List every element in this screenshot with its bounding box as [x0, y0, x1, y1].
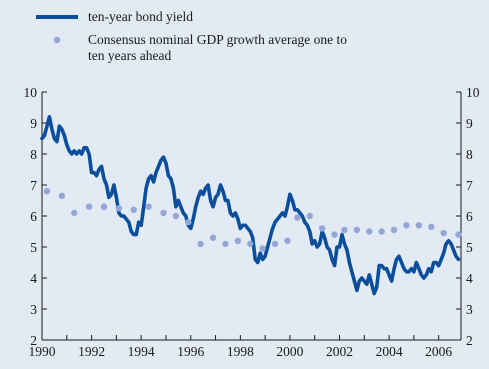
series-point-consensus-gdp: [353, 226, 361, 234]
series-point-consensus-gdp: [415, 222, 423, 229]
legend: ten-year bond yield Consensus nominal GD…: [36, 9, 347, 63]
x-tick-label: 1990: [29, 344, 56, 359]
plot-area: [40, 115, 462, 296]
tick-labels: 2 2 3 3 4 4 5 5 6 6 7 7 8 8 9 9 10 10 1990 1992 1994 1996 1998…: [24, 85, 480, 359]
series-point-consensus-gdp: [331, 231, 338, 238]
series-point-consensus-gdp: [85, 203, 93, 210]
series-point-consensus-gdp: [341, 226, 348, 234]
y-tick-label-right: 5: [466, 240, 473, 255]
series-point-consensus-gdp: [259, 245, 266, 252]
x-tick-label: 1996: [177, 344, 204, 359]
y-tick-label-right: 2: [466, 333, 473, 348]
x-tick-label: 2000: [276, 344, 303, 359]
series-point-consensus-gdp: [58, 192, 66, 200]
series-point-consensus-gdp: [271, 240, 279, 248]
y-tick-label-left: 7: [30, 178, 37, 193]
y-tick-label-left: 8: [30, 147, 37, 162]
series-point-consensus-gdp: [172, 212, 180, 220]
series-point-consensus-gdp: [234, 237, 242, 244]
series-point-consensus-gdp: [130, 206, 137, 213]
series-point-consensus-gdp: [306, 212, 313, 220]
series-point-consensus-gdp: [318, 225, 326, 232]
x-tick-label: 2004: [376, 344, 403, 359]
series-point-consensus-gdp: [115, 205, 123, 212]
x-tick-label: 2006: [425, 344, 452, 359]
series-point-consensus-gdp: [440, 229, 447, 237]
series-point-consensus-gdp: [100, 203, 108, 210]
y-tick-label-left: 4: [30, 271, 37, 286]
legend-swatch-consensus-gdp: [53, 36, 61, 44]
series-point-consensus-gdp: [403, 222, 410, 229]
x-tick-label: 1998: [227, 344, 254, 359]
series-point-consensus-gdp: [294, 214, 301, 221]
series-point-consensus-gdp: [197, 240, 204, 248]
y-tick-label-right: 7: [466, 178, 473, 193]
y-tick-label-left: 3: [30, 302, 37, 317]
y-tick-label-left: 9: [30, 116, 37, 131]
series-point-consensus-gdp: [378, 228, 385, 235]
series-point-consensus-gdp: [390, 226, 398, 234]
y-tick-label-right: 9: [466, 116, 473, 131]
x-tick-label: 2002: [326, 344, 353, 359]
series-point-consensus-gdp: [428, 223, 435, 231]
legend-label-bond-yield: ten-year bond yield: [88, 9, 193, 24]
y-tick-label-right: 10: [466, 85, 480, 100]
axes: [41, 92, 462, 341]
series-point-consensus-gdp: [209, 234, 217, 241]
series-point-consensus-gdp: [284, 237, 291, 244]
y-tick-label-right: 6: [466, 209, 473, 224]
series-point-consensus-gdp: [222, 240, 229, 248]
legend-label-consensus-gdp-line2: ten years ahead: [88, 48, 171, 63]
x-tick-label: 1994: [128, 344, 155, 359]
y-tick-label-left: 2: [30, 333, 37, 348]
series-point-consensus-gdp: [71, 209, 78, 217]
series-point-consensus-gdp: [185, 219, 192, 226]
series-line-bond-yield: [40, 115, 461, 296]
y-tick-label-left: 5: [30, 240, 37, 255]
series-point-consensus-gdp: [160, 209, 167, 217]
legend-label-consensus-gdp-line1: Consensus nominal GDP growth average one…: [88, 32, 347, 47]
series-point-consensus-gdp: [366, 228, 373, 235]
series-point-consensus-gdp: [145, 203, 152, 210]
y-tick-label-left: 6: [30, 209, 37, 224]
y-tick-label-right: 4: [466, 271, 473, 286]
x-tick-label: 1992: [78, 344, 105, 359]
y-tick-label-left: 10: [24, 85, 38, 100]
series-point-consensus-gdp: [455, 231, 462, 238]
y-tick-label-right: 8: [466, 147, 473, 162]
tick-marks: [41, 91, 461, 341]
series-point-consensus-gdp: [43, 188, 51, 195]
y-tick-label-right: 3: [466, 302, 473, 317]
series-point-consensus-gdp: [247, 240, 254, 248]
